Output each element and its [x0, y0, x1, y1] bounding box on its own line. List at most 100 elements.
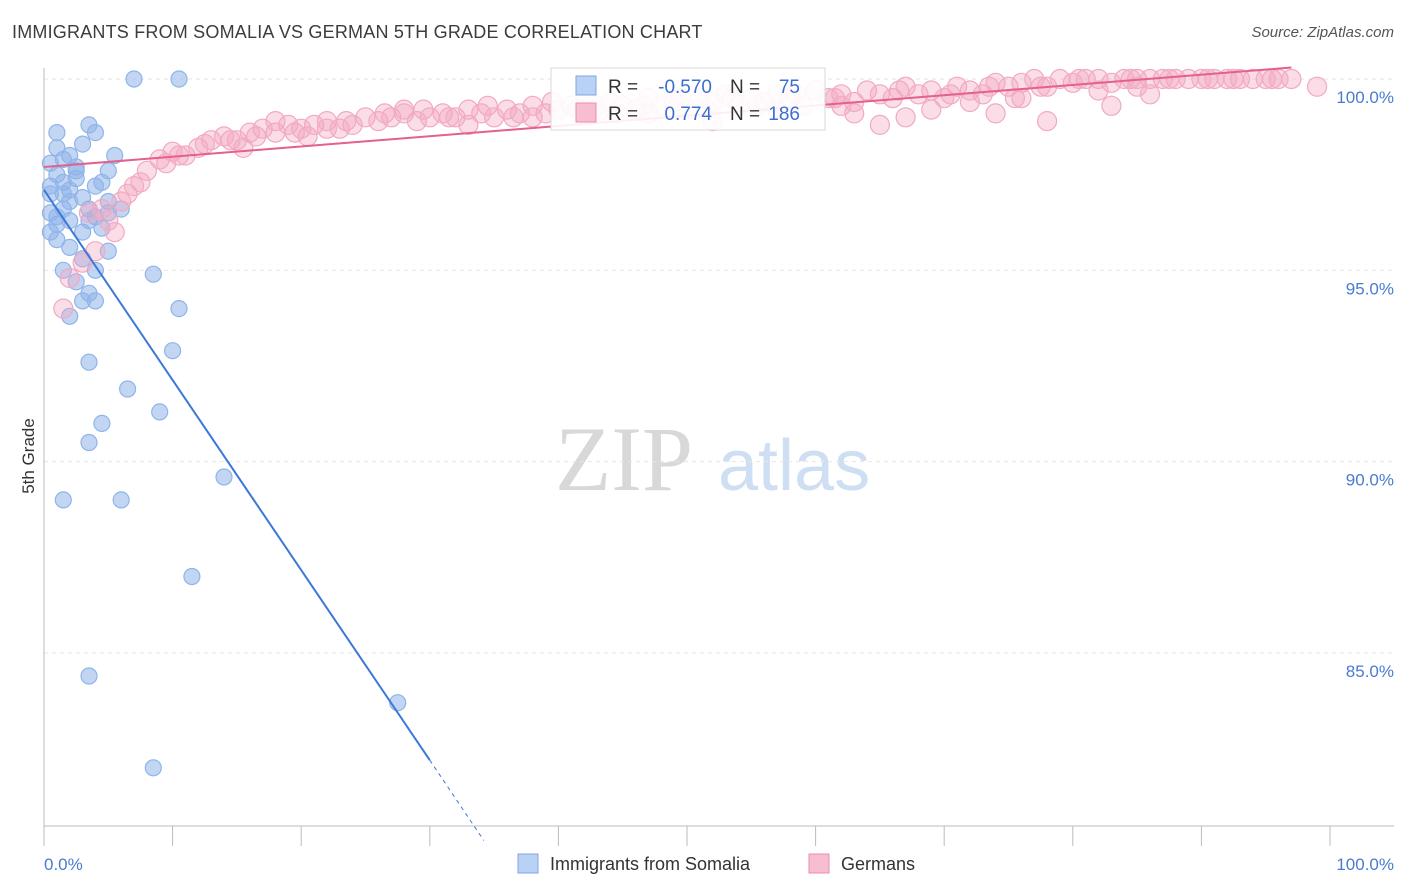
stats-box: R = -0.570 N = 75 R = 0.774 N = 186: [550, 67, 826, 131]
point-germans: [1197, 68, 1218, 90]
point-germans: [445, 107, 466, 128]
chart-title: IMMIGRANTS FROM SOMALIA VS GERMAN 5TH GR…: [12, 22, 703, 42]
point-somalia: [164, 342, 182, 360]
point-somalia: [67, 273, 85, 291]
point-somalia: [48, 124, 66, 142]
point-germans: [342, 114, 363, 136]
point-germans: [316, 118, 337, 139]
legend-swatch-germans: [808, 853, 830, 874]
stats-r-value-somalia: -0.570: [658, 77, 712, 98]
point-germans: [1223, 68, 1244, 90]
point-germans: [130, 172, 151, 193]
point-somalia: [80, 667, 98, 685]
point-germans: [869, 114, 891, 136]
point-germans: [239, 122, 260, 143]
point-germans: [413, 99, 434, 120]
y-axis-label: 5th Grade: [19, 418, 38, 494]
watermark: ZIP atlas: [555, 408, 870, 510]
gridlines: [44, 78, 1394, 654]
point-somalia: [80, 353, 98, 371]
trend-line-somalia-extension: [429, 759, 485, 841]
point-germans: [394, 99, 415, 120]
point-germans: [1011, 72, 1032, 93]
point-germans: [233, 137, 254, 158]
series-somalia-points: [41, 70, 407, 777]
point-germans: [265, 110, 286, 132]
point-germans: [355, 107, 376, 128]
y-tick-label: 100.0%: [1336, 88, 1394, 107]
point-germans: [374, 103, 395, 124]
stats-n-label-germans: N =: [730, 104, 760, 125]
point-germans: [844, 103, 865, 124]
point-germans: [889, 80, 910, 101]
point-germans: [509, 103, 530, 124]
legend-swatch-somalia: [517, 853, 539, 874]
point-germans: [336, 110, 357, 132]
point-germans: [297, 126, 318, 147]
point-somalia: [125, 70, 143, 88]
point-germans: [1281, 68, 1302, 90]
point-somalia: [86, 124, 105, 142]
point-germans: [458, 99, 479, 120]
point-germans: [959, 91, 981, 113]
point-germans: [98, 210, 119, 231]
point-germans: [1261, 68, 1283, 90]
point-somalia: [183, 567, 201, 586]
point-germans: [381, 107, 402, 128]
y-tick-label: 90.0%: [1346, 471, 1394, 490]
point-somalia: [86, 177, 105, 195]
watermark-zip: ZIP: [555, 408, 693, 510]
point-somalia: [144, 265, 162, 283]
point-germans: [1306, 76, 1328, 97]
point-somalia: [86, 292, 105, 310]
stats-swatch-germans: [575, 102, 597, 123]
point-germans: [522, 95, 543, 116]
point-germans: [1159, 68, 1180, 90]
point-germans: [136, 160, 157, 181]
point-somalia: [54, 491, 72, 509]
stats-n-value-germans: 186: [768, 104, 800, 125]
trend-line-somalia: [43, 189, 431, 761]
point-germans: [979, 76, 1000, 97]
point-germans: [213, 126, 235, 147]
point-germans: [59, 267, 80, 289]
point-somalia: [170, 70, 188, 88]
point-germans: [934, 87, 955, 109]
point-somalia: [215, 468, 233, 486]
point-germans: [522, 107, 543, 128]
stats-n-value-somalia: 75: [779, 77, 800, 98]
point-somalia: [93, 414, 111, 432]
point-somalia: [170, 300, 188, 318]
stats-r-label-germans: R =: [608, 104, 638, 125]
point-somalia: [118, 380, 137, 398]
legend-label-somalia: Immigrants from Somalia: [550, 854, 751, 874]
point-germans: [117, 183, 138, 204]
point-germans: [439, 107, 460, 128]
point-somalia: [73, 135, 92, 153]
point-somalia: [80, 433, 98, 452]
point-somalia: [67, 162, 85, 180]
point-germans: [503, 107, 524, 128]
point-germans: [78, 202, 100, 223]
point-somalia: [54, 173, 72, 191]
point-germans: [246, 126, 267, 147]
point-germans: [432, 103, 453, 124]
point-germans: [1139, 84, 1161, 105]
y-tick-labels: 100.0% 95.0% 90.0% 85.0%: [1336, 88, 1394, 681]
legend-label-germans: Germans: [841, 854, 915, 874]
point-germans: [895, 76, 916, 97]
stats-swatch-somalia: [575, 75, 597, 96]
point-germans: [53, 298, 74, 319]
point-germans: [985, 103, 1006, 124]
point-germans: [1004, 87, 1026, 109]
point-germans: [908, 84, 929, 105]
point-germans: [91, 199, 113, 220]
point-somalia: [99, 162, 117, 180]
point-germans: [985, 72, 1006, 93]
point-germans: [1062, 72, 1083, 93]
point-germans: [1036, 110, 1058, 132]
point-germans: [304, 114, 325, 136]
point-somalia: [80, 212, 98, 230]
point-germans: [104, 222, 125, 243]
